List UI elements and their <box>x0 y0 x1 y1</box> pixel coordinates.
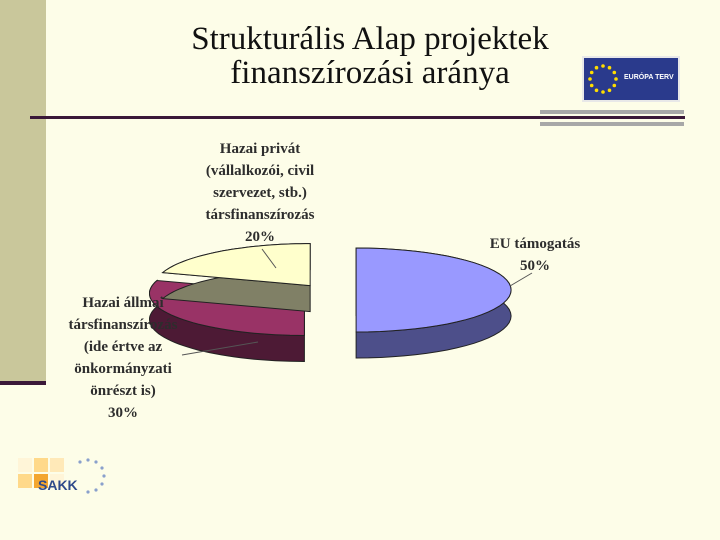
title-line-2: finanszírozási aránya <box>230 55 510 91</box>
eu-star-12 <box>612 70 617 75</box>
eu-star-4 <box>601 90 605 94</box>
slice-label-eu: EU támogatás 50% <box>475 233 595 277</box>
slice-label-private-line-3: szervezet, stb.) <box>213 185 307 201</box>
slice-label-private-line-4: társfinanszírozás <box>205 207 315 223</box>
eu-star-5 <box>594 88 599 93</box>
slice-label-private: Hazai privát (vállalkozói, civil szervez… <box>190 138 330 248</box>
slice-label-state-line-5: önrészt is) <box>90 383 156 399</box>
slice-label-private-line-1: Hazai privát <box>219 141 301 157</box>
eu-star-2 <box>612 83 617 88</box>
slice-label-private-percent: 20% <box>245 229 275 245</box>
slice-label-eu-line-1: EU támogatás <box>489 236 581 252</box>
europa-terv-logo: EURÓPA TERV <box>582 56 680 102</box>
eu-stars-icon <box>588 64 618 94</box>
eu-star-7 <box>588 77 592 81</box>
pie-slice-eu-top <box>355 247 512 333</box>
slice-label-state-line-4: önkormányzati <box>74 361 172 377</box>
slide-title: Strukturális Alap projektek finanszírozá… <box>120 22 620 90</box>
eu-star-1 <box>614 77 618 81</box>
title-underline <box>30 116 685 119</box>
eu-star-6 <box>589 83 594 88</box>
decorative-bar-bottom <box>540 122 684 126</box>
eu-star-10 <box>601 64 605 68</box>
left-accent-bar <box>0 0 46 385</box>
eu-star-9 <box>594 65 599 70</box>
europa-terv-logo-text: EURÓPA TERV <box>624 74 674 81</box>
sakk-logo-text: SAKK <box>38 477 78 493</box>
sakk-logo: SAKK <box>18 454 110 498</box>
slice-label-state: Hazai állmai társfinanszírozás (ide értv… <box>58 292 188 424</box>
leader-line-state <box>181 341 259 356</box>
sakk-logo-graphic <box>18 458 106 494</box>
slice-label-state-percent: 30% <box>108 405 138 421</box>
slice-label-state-line-2: társfinanszírozás <box>68 317 178 333</box>
eu-star-3 <box>607 88 612 93</box>
slice-label-eu-percent: 50% <box>520 258 550 274</box>
leader-line-private <box>261 248 277 269</box>
leader-line-eu <box>509 272 533 287</box>
slice-label-private-line-2: (vállalkozói, civil <box>205 163 315 179</box>
eu-star-8 <box>589 70 594 75</box>
slice-label-state-line-3: (ide értve az <box>83 339 163 355</box>
decorative-bar-top <box>540 110 684 114</box>
left-accent-line <box>0 381 46 385</box>
eu-star-11 <box>607 65 612 70</box>
title-line-1: Strukturális Alap projektek <box>191 21 549 57</box>
pie-slice-private-top <box>161 243 311 287</box>
slice-label-state-line-1: Hazai állmai <box>82 295 164 311</box>
